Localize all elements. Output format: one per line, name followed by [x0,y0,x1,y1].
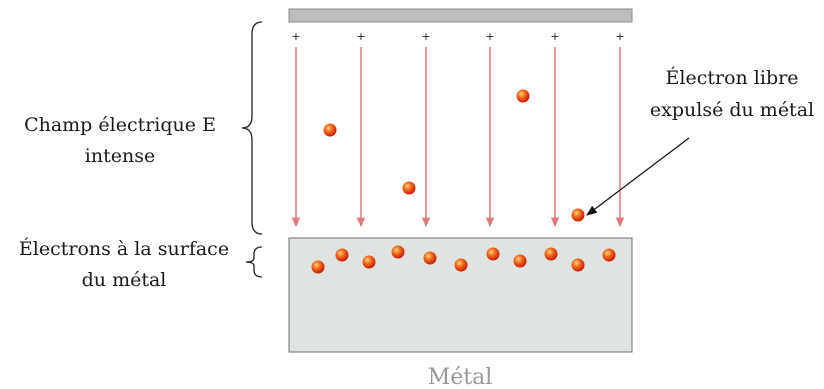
electron [544,247,558,261]
plus-sign: + [291,30,300,43]
surface-label-line2: du métal [82,269,167,291]
ejected-electron [571,208,585,222]
field-lines [291,47,625,228]
electron [486,247,500,261]
field-label-line1: Champ électrique E [24,114,216,136]
metal-caption: Métal [428,365,493,389]
electron [335,248,349,262]
electron [323,123,337,137]
surface-label-line1: Électrons à la surface [19,237,229,260]
field-label-line2: intense [85,145,155,167]
electron [516,89,530,103]
top-plate [288,8,633,23]
plate-signs: + + + + + + [291,30,624,43]
electron [362,255,376,269]
plus-sign: + [485,30,494,43]
field-brace [241,21,263,235]
electron [423,251,437,265]
electron [391,245,405,259]
free-electrons [323,89,585,222]
plus-sign: + [550,30,559,43]
surface-brace [245,246,263,278]
surface-electrons [311,245,616,274]
electron [311,260,325,274]
free-electron-label-line1: Électron libre [666,66,799,89]
free-electron-label-line2: expulsé du métal [650,99,814,121]
electron [571,258,585,272]
electron [602,248,616,262]
electron [402,181,416,195]
electron [454,258,468,272]
plus-sign: + [356,30,365,43]
ejected-electron-pointer [586,137,690,216]
plus-sign: + [615,30,624,43]
electron [513,254,527,268]
plus-sign: + [421,30,430,43]
